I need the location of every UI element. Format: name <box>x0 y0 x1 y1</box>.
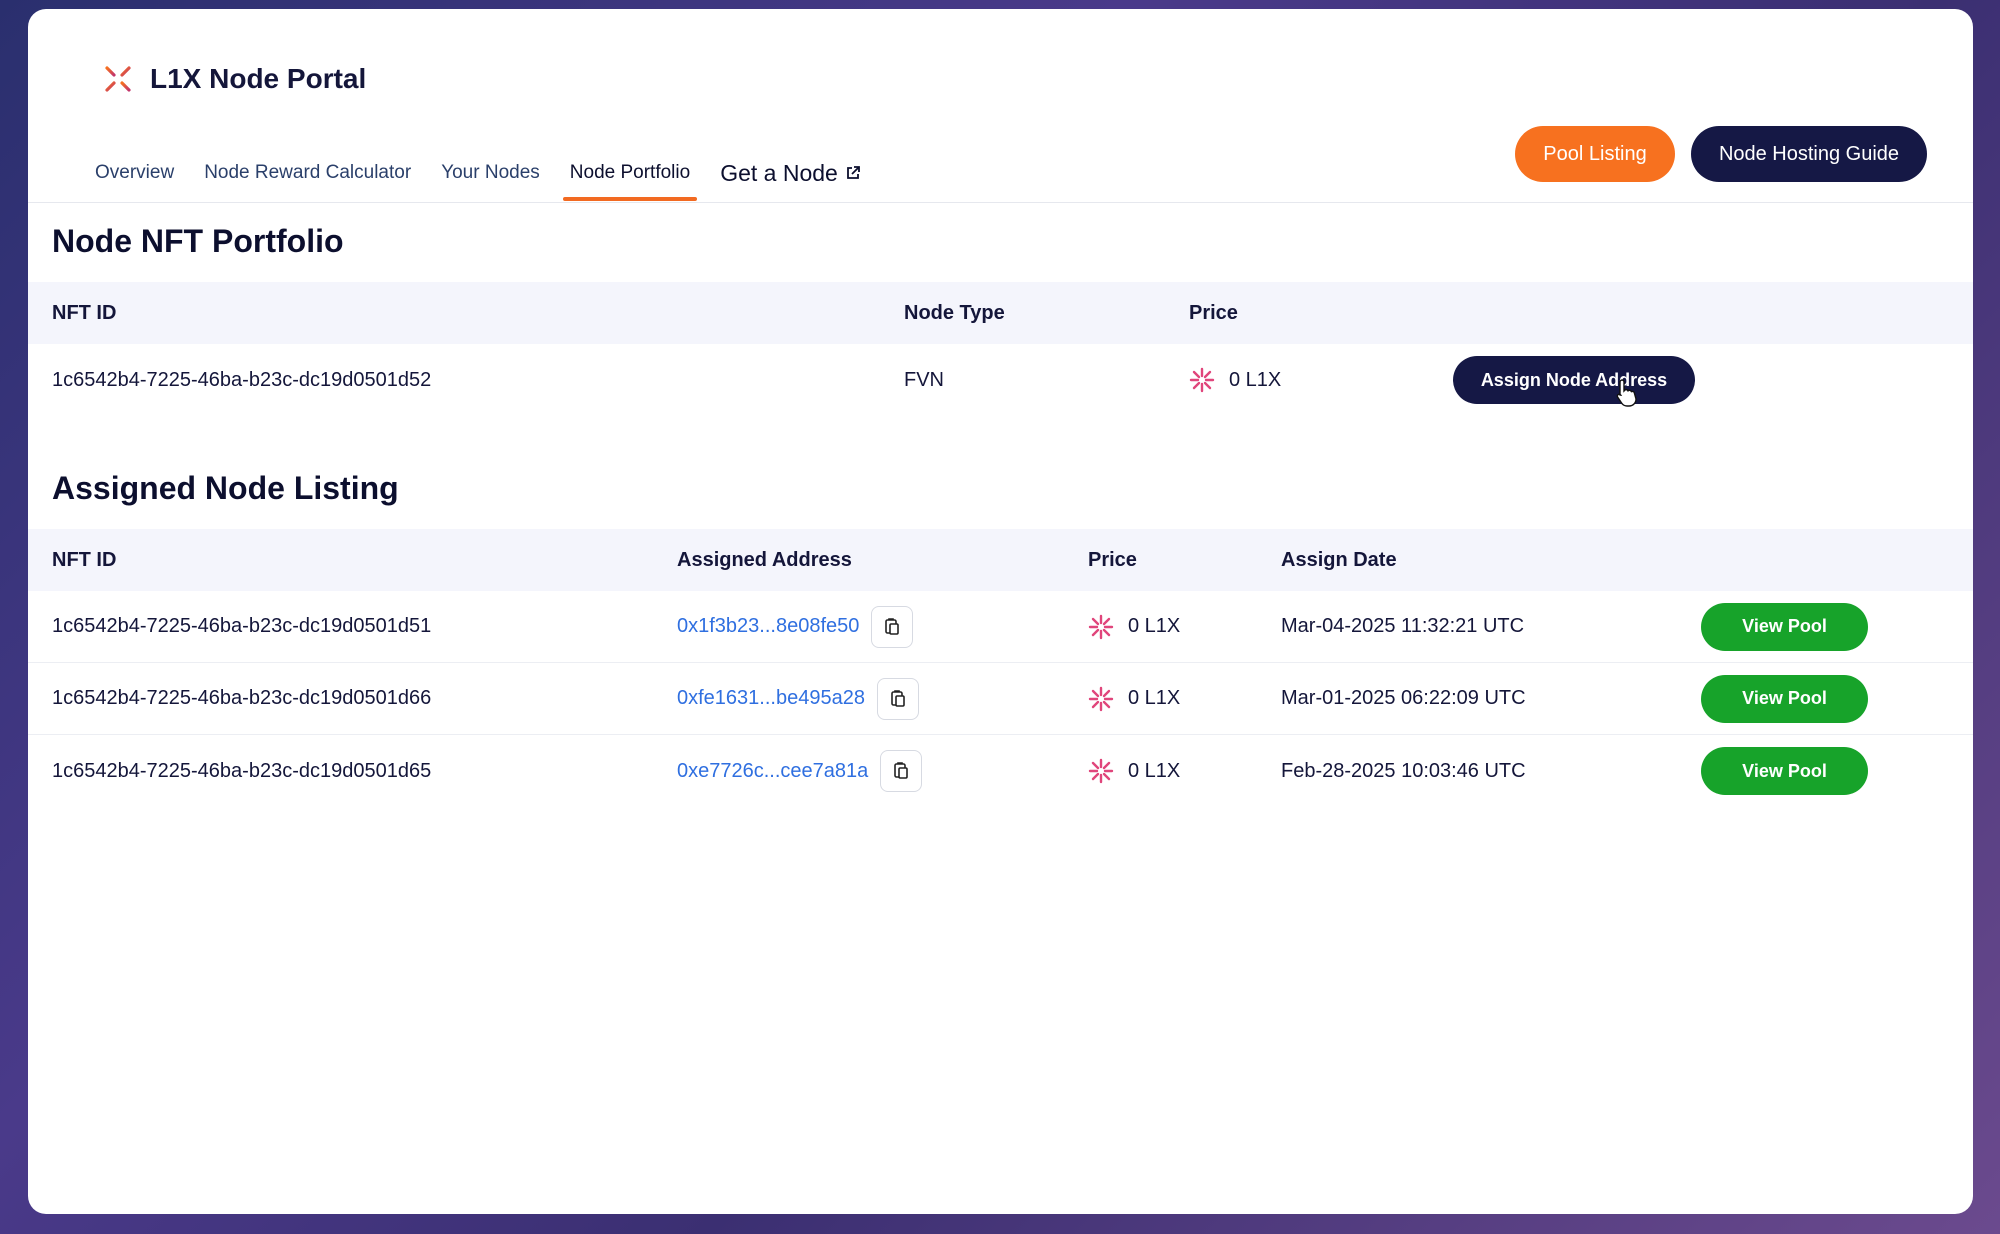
table-row: 1c6542b4-7225-46ba-b23c-dc19d0501d51 0x1… <box>28 591 1973 663</box>
copy-icon <box>885 617 900 635</box>
nft-id-cell: 1c6542b4-7225-46ba-b23c-dc19d0501d52 <box>52 368 432 391</box>
price-cell: 0 L1X <box>1088 735 1180 807</box>
header-actions: Pool Listing Node Hosting Guide <box>1515 126 1927 182</box>
table-row: 1c6542b4-7225-46ba-b23c-dc19d0501d52 FVN… <box>28 344 1973 416</box>
table-row: 1c6542b4-7225-46ba-b23c-dc19d0501d66 0xf… <box>28 663 1973 735</box>
action-cell: Assign Node Address <box>1453 344 1695 416</box>
main-nav: Overview Node Reward Calculator Your Nod… <box>80 145 876 201</box>
tab-label: Node Portfolio <box>569 162 691 183</box>
action-cell: View Pool <box>1701 663 1868 734</box>
tab-get-a-node[interactable]: Get a Node <box>705 145 876 201</box>
column-header-price: Price <box>1189 301 1238 324</box>
l1x-token-icon <box>1088 686 1114 711</box>
column-header-nft-id: NFT ID <box>52 548 117 571</box>
action-cell: View Pool <box>1701 591 1868 662</box>
l1x-token-icon <box>1189 367 1215 393</box>
l1x-logo-icon <box>101 62 135 96</box>
view-pool-button[interactable]: View Pool <box>1701 747 1868 795</box>
app-title: L1X Node Portal <box>150 63 367 94</box>
copy-button[interactable] <box>876 677 919 720</box>
tab-overview[interactable]: Overview <box>80 145 189 201</box>
copy-icon <box>891 689 905 707</box>
price-value: 0 L1X <box>1128 615 1181 637</box>
price-value: 0 L1X <box>1229 368 1282 391</box>
assign-node-address-button[interactable]: Assign Node Address <box>1453 356 1695 404</box>
view-pool-button[interactable]: View Pool <box>1701 674 1868 723</box>
address-link[interactable]: 0xfe1631...be495a28 <box>677 687 865 709</box>
copy-button[interactable] <box>871 605 914 648</box>
brand[interactable]: L1X Node Portal <box>100 61 366 97</box>
assign-date-cell: Mar-01-2025 06:22:09 UTC <box>1281 687 1526 709</box>
tab-label: Your Nodes <box>441 162 540 183</box>
price-value: 0 L1X <box>1128 759 1181 782</box>
assign-date-cell: Feb-28-2025 10:03:46 UTC <box>1281 759 1526 782</box>
column-header-price: Price <box>1088 548 1137 571</box>
price-cell: 0 L1X <box>1088 591 1180 662</box>
pool-listing-button[interactable]: Pool Listing <box>1515 126 1675 182</box>
tab-label: Node Reward Calculator <box>204 162 412 183</box>
price-cell: 0 L1X <box>1189 344 1281 416</box>
node-type-cell: FVN <box>904 368 944 391</box>
portfolio-title: Node NFT Portfolio <box>52 223 344 259</box>
price-value: 0 L1X <box>1128 687 1181 709</box>
assigned-listing-title: Assigned Node Listing <box>52 470 399 506</box>
copy-icon <box>894 762 909 779</box>
l1x-token-icon <box>1088 614 1114 639</box>
hand-cursor-icon <box>1616 379 1637 407</box>
copy-button[interactable] <box>880 750 923 792</box>
nft-id-cell: 1c6542b4-7225-46ba-b23c-dc19d0501d66 <box>52 687 432 709</box>
price-cell: 0 L1X <box>1088 663 1180 734</box>
l1x-token-icon <box>1088 758 1114 784</box>
column-header-node-type: Node Type <box>904 301 1005 324</box>
view-pool-button[interactable]: View Pool <box>1701 602 1868 651</box>
tab-node-reward-calculator[interactable]: Node Reward Calculator <box>189 145 426 201</box>
external-link-icon <box>846 166 860 179</box>
tab-label: Overview <box>95 162 175 183</box>
assigned-address-cell: 0xfe1631...be495a28 <box>677 663 919 734</box>
assign-date-cell: Mar-04-2025 11:32:21 UTC <box>1281 615 1525 637</box>
address-link[interactable]: 0xe7726c...cee7a81a <box>677 759 869 782</box>
column-header-assigned-address: Assigned Address <box>677 548 852 571</box>
header-divider <box>28 202 1973 203</box>
assigned-address-cell: 0xe7726c...cee7a81a <box>677 735 923 807</box>
table-row: 1c6542b4-7225-46ba-b23c-dc19d0501d65 0xe… <box>28 735 1973 807</box>
portfolio-table-header: NFT ID Node Type Price <box>28 282 1973 344</box>
nft-id-cell: 1c6542b4-7225-46ba-b23c-dc19d0501d65 <box>52 759 432 782</box>
tab-node-portfolio[interactable]: Node Portfolio <box>555 145 705 201</box>
assigned-table-header: NFT ID Assigned Address Price Assign Dat… <box>28 529 1973 591</box>
node-hosting-guide-button[interactable]: Node Hosting Guide <box>1691 126 1927 182</box>
action-cell: View Pool <box>1701 735 1868 807</box>
portal-card: L1X Node Portal Overview Node Reward Cal… <box>28 9 1973 1214</box>
address-link[interactable]: 0x1f3b23...8e08fe50 <box>677 615 860 637</box>
nft-id-cell: 1c6542b4-7225-46ba-b23c-dc19d0501d51 <box>52 615 432 637</box>
column-header-assign-date: Assign Date <box>1281 548 1397 571</box>
tab-label: Get a Node <box>720 159 838 186</box>
assigned-address-cell: 0x1f3b23...8e08fe50 <box>677 591 914 662</box>
tab-your-nodes[interactable]: Your Nodes <box>426 145 555 201</box>
column-header-nft-id: NFT ID <box>52 301 117 324</box>
